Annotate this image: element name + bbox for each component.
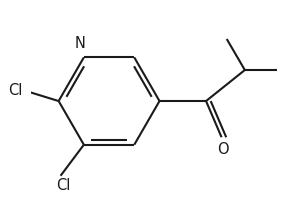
Text: O: O — [217, 142, 229, 157]
Text: N: N — [74, 36, 86, 51]
Text: Cl: Cl — [56, 178, 70, 193]
Text: Cl: Cl — [8, 83, 22, 98]
